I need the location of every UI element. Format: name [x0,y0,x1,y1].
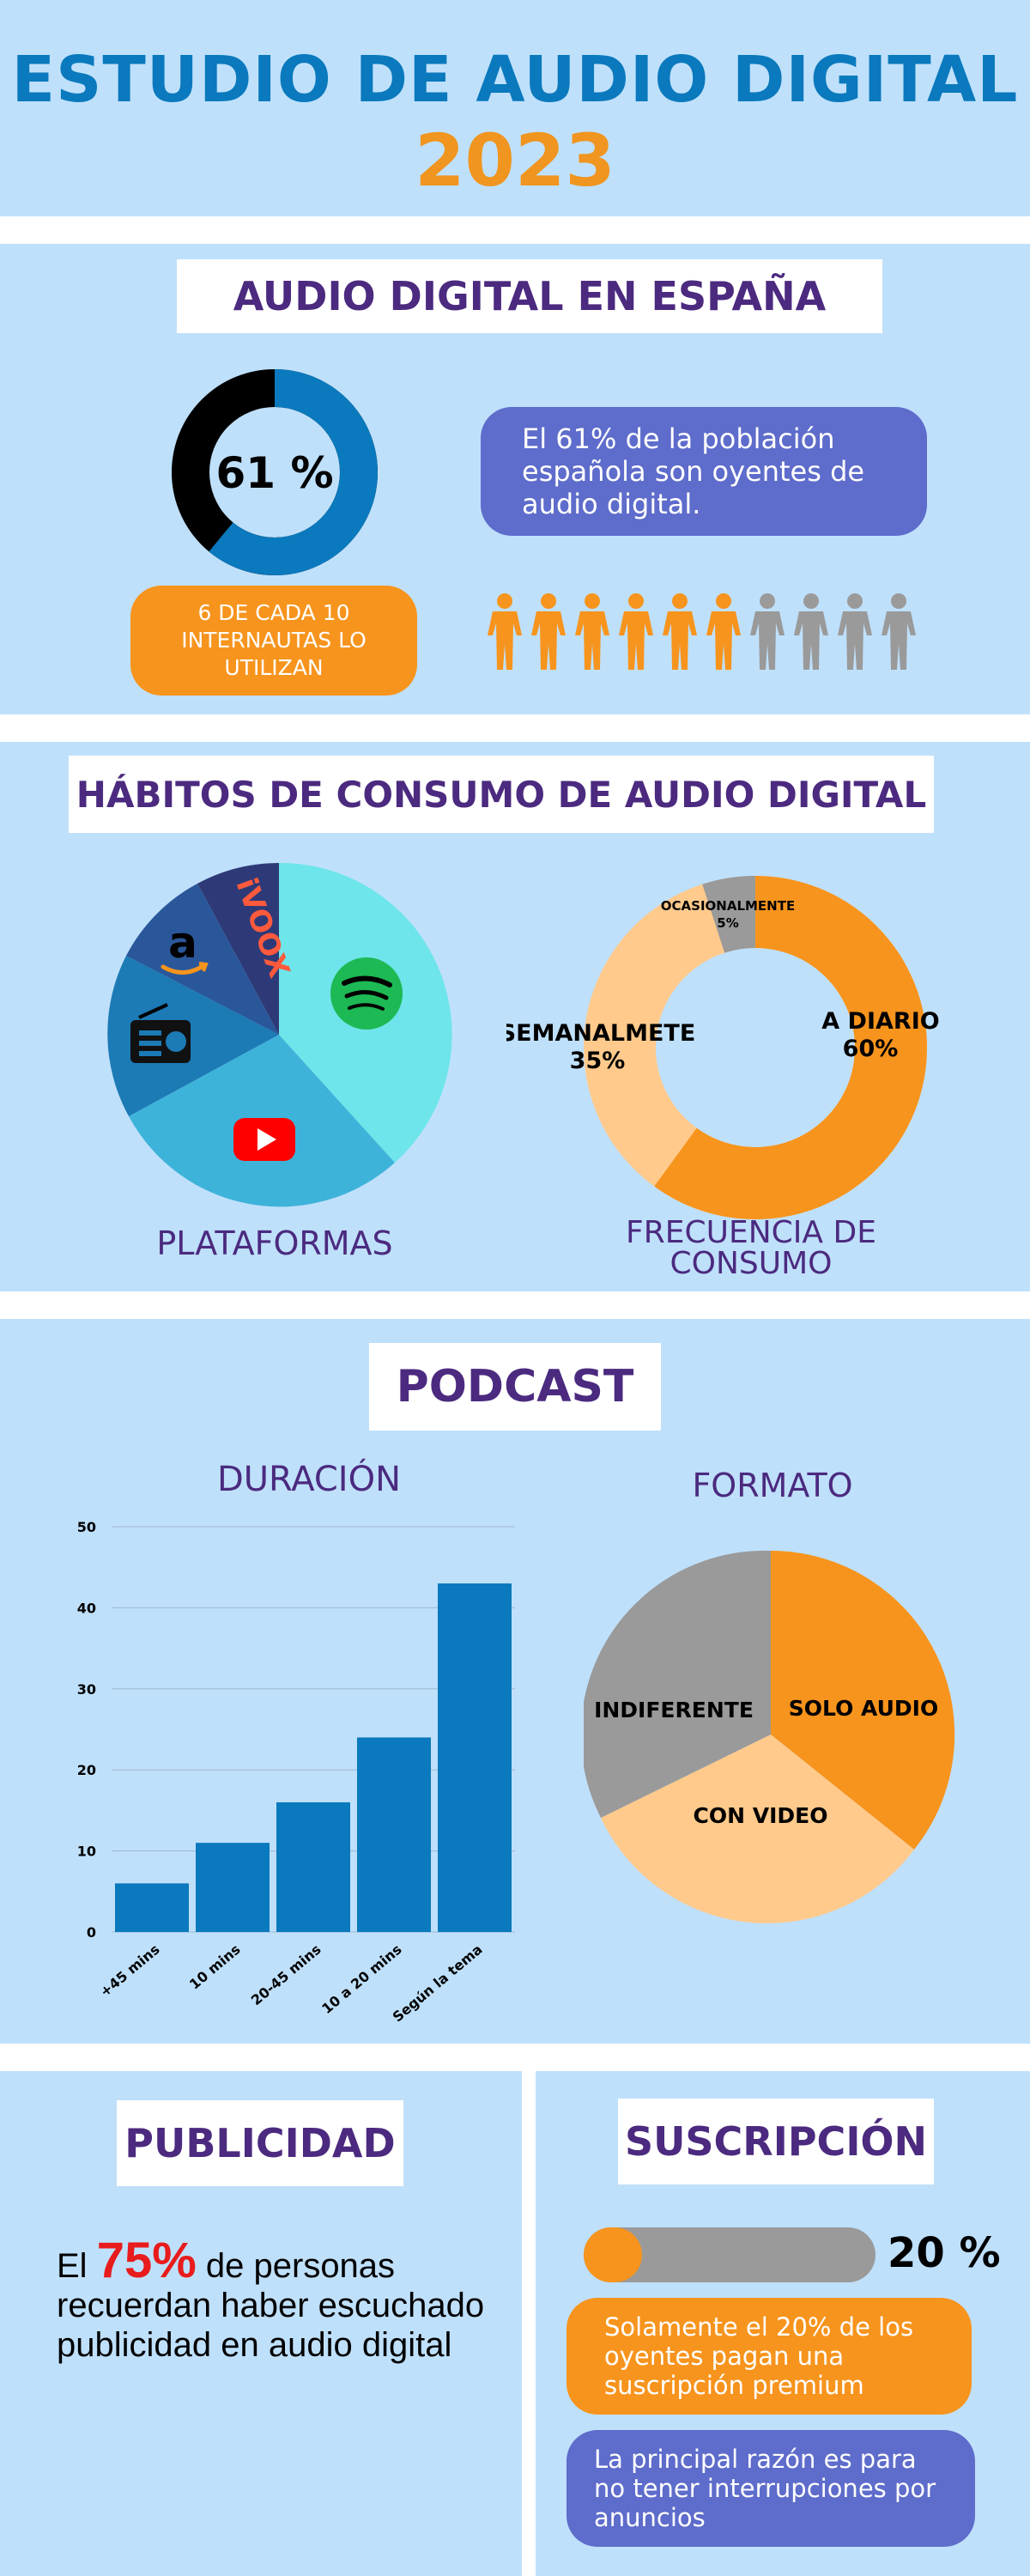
subscription-pill-premium-text: Solamente el 20% de los oyentes pagan un… [604,2312,914,2400]
radio-icon [130,1003,191,1063]
format-label-con-video: CON VIDEO [694,1803,828,1828]
subscription-progress-track [584,2227,876,2282]
y-tick-label: 20 [77,1762,96,1778]
header-band [0,0,1030,216]
y-tick-label: 0 [87,1924,96,1941]
subscription-progress-fill [584,2227,642,2282]
subscription-pill-reason: La principal razón es para no tener inte… [566,2430,975,2547]
format-slice-solo-audio [771,1551,955,1850]
ads-statement: El 75% de personas recuerdan haber escuc… [57,2236,503,2365]
y-tick-label: 10 [77,1844,96,1860]
platforms-caption: PLATAFORMAS [156,1224,393,1262]
subscription-pill-reason-text: La principal razón es para no tener inte… [594,2445,936,2532]
ads-pre: El [57,2247,97,2285]
bar [115,1883,189,1932]
freq-value-diario: 60% [843,1036,899,1062]
person-icon [619,593,653,670]
freq-label-semanal: SEMANALMETE [506,1020,695,1047]
person-icon [531,593,566,670]
freq-value-ocasional: 5% [717,915,738,931]
person-icon [838,593,872,670]
subscription-percentage: 20 % [888,2229,1001,2277]
section-divider [525,2071,531,2576]
person-icon [882,593,916,670]
listeners-donut: 61 % [172,369,378,575]
internautas-badge-text: 6 DE CADA 10 INTERNAUTAS LO UTILIZAN [181,600,367,680]
person-icon [488,593,522,670]
page-year: 2023 [415,118,615,203]
spotify-icon [330,957,403,1030]
bar [196,1843,270,1932]
youtube-icon [233,1118,295,1161]
bar [438,1583,512,1932]
bar [276,1801,350,1932]
x-tick-label: 20-45 mins [248,1941,324,2009]
format-label-solo-audio: SOLO AUDIO [789,1696,938,1721]
duration-caption: DURACIÓN [216,1460,402,1499]
section1-heading: AUDIO DIGITAL EN ESPAÑA [177,259,882,333]
internautas-badge: 6 DE CADA 10 INTERNAUTAS LO UTILIZAN [130,586,417,696]
format-label-indiferente: INDIFERENTE [594,1698,754,1722]
section3-heading: PODCAST [369,1343,661,1431]
population-statement: El 61% de la población española son oyen… [481,407,927,536]
people-icon-row [488,593,916,670]
person-icon [663,593,697,670]
subscription-pill-premium: Solamente el 20% de los oyentes pagan un… [566,2298,972,2415]
ads-percentage: 75% [96,2233,197,2288]
freq-value-semanal: 35% [570,1048,626,1074]
listeners-donut-arc [172,369,378,575]
person-icon [706,593,741,670]
donut-label: 61 % [215,448,333,498]
y-tick-label: 30 [77,1681,96,1698]
frequency-slice-diario [584,876,927,1219]
amazon-icon: a [161,918,209,975]
ads-post: de personas recuerdan haber escuchado pu… [57,2247,485,2364]
page-title: ESTUDIO DE AUDIO DIGITAL [11,43,1019,117]
platform-slice-amazon [126,884,279,1035]
x-tick-label: 10 a 20 mins [318,1941,404,2018]
x-tick-label: +45 mins [97,1941,163,2001]
freq-label-ocasional: OCASIONALMENTE [661,898,795,914]
svg-text:a: a [168,918,197,968]
format-caption: FORMATO [692,1467,853,1504]
frequency-donut: A DIARIO 60% SEMANALMETE 35% OCASIONALME… [506,876,940,1219]
platforms-pie: a iVOOX [107,862,452,1207]
ads-heading: PUBLICIDAD [117,2100,403,2186]
platform-slice-radio [107,956,280,1116]
y-tick-label: 40 [77,1600,96,1616]
freq-label-diario: A DIARIO [821,1008,939,1035]
bar [357,1737,431,1932]
person-icon [750,593,785,670]
format-slice-indiferente [584,1550,771,1818]
y-tick-label: 50 [77,1519,96,1535]
person-icon [575,593,609,670]
subscription-heading: SUSCRIPCIÓN [618,2099,934,2184]
person-icon [794,593,828,670]
population-statement-text: El 61% de la población española son oyen… [522,422,865,520]
format-pie: SOLO AUDIO CON VIDEO INDIFERENTE [584,1550,955,1923]
x-tick-label: 10 mins [186,1941,244,1993]
format-slice-con-video [601,1735,914,1923]
section2-heading: HÁBITOS DE CONSUMO DE AUDIO DIGITAL [69,756,934,833]
frequency-caption: FRECUENCIA DE CONSUMO [626,1215,876,1281]
platform-slice-ivoox [197,863,279,1035]
